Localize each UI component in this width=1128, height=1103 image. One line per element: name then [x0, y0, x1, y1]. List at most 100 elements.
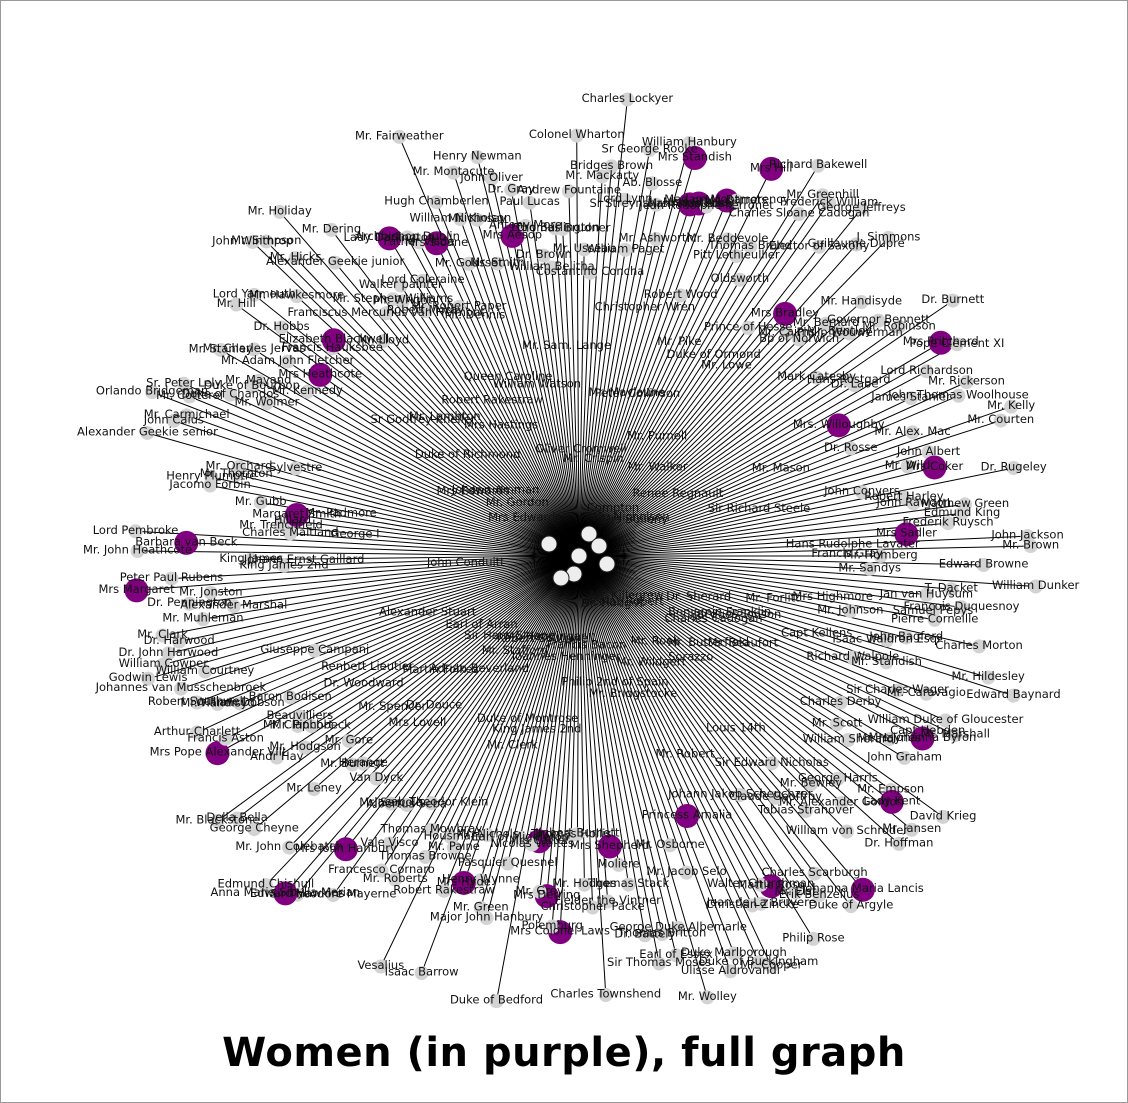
graph-edge [578, 213, 800, 557]
inner-node-label: Louis 14th [706, 720, 766, 734]
node-label: Father Visde [383, 234, 454, 248]
node-label: James Stanier [870, 390, 951, 404]
woman-node [928, 330, 953, 355]
man-node [283, 526, 298, 541]
node-label: Philip Rose [782, 930, 844, 944]
man-node [577, 242, 592, 257]
node-label: John Rawdon [875, 495, 950, 509]
graph-edge [578, 555, 956, 736]
man-node [166, 413, 181, 428]
graph-edge [578, 555, 853, 659]
node-label: Alexander Geekie senior [77, 424, 218, 438]
man-node [655, 927, 670, 942]
man-node [732, 272, 747, 287]
graph-edge [497, 263, 580, 557]
man-node [292, 709, 307, 724]
man-node [843, 441, 858, 456]
node-label: Ab. Blosse [623, 175, 683, 189]
graph-edge [578, 555, 776, 799]
graph-edge [578, 246, 820, 557]
man-node [904, 822, 919, 837]
node-label: Edmund Chishull [217, 877, 314, 891]
man-node [663, 838, 678, 853]
node-label: Franciscus Mercurius van Helmont [287, 305, 485, 319]
node-label: Sir Charles Wager [846, 682, 949, 696]
man-node [179, 408, 194, 423]
node-label: Mr. Osborne [636, 837, 705, 851]
node-label: Beauvilliers [266, 708, 333, 722]
man-node [253, 495, 268, 510]
woman-node [850, 877, 875, 902]
graph-edge [578, 555, 663, 935]
node-label: Mrs Standish [658, 149, 732, 163]
man-node [369, 771, 384, 786]
graph-edge [398, 136, 580, 557]
man-node [803, 777, 818, 792]
graph-edge [578, 370, 927, 557]
graph-edge [578, 522, 949, 557]
graph-edge [331, 229, 580, 557]
man-node [532, 884, 547, 899]
graph-edge [421, 555, 580, 974]
man-node [649, 232, 664, 247]
man-node [723, 964, 738, 979]
graph-edge [576, 135, 580, 557]
inner-node-label: Mr. Forlitt [745, 591, 800, 605]
graph-edge [251, 555, 580, 561]
woman-node [205, 741, 230, 766]
graph-edge [319, 374, 580, 557]
man-node [190, 725, 205, 740]
node-label: Lord Yarmouth [213, 286, 296, 300]
man-node [173, 681, 188, 696]
node-label: Mrs Hyde [437, 874, 491, 888]
graph-edge [168, 555, 580, 654]
node-label: Matthew Green [921, 496, 1009, 510]
graph-edge [578, 555, 980, 647]
inner-node-label: Peter Collinson [594, 386, 680, 400]
inner-node-label: Compton [587, 501, 639, 515]
man-node [232, 696, 247, 711]
man-node [288, 461, 303, 476]
man-node [399, 797, 414, 812]
graph-edge [450, 555, 580, 838]
graph-edge [332, 555, 580, 896]
node-label: John Caius [143, 412, 204, 426]
graph-edge [480, 555, 580, 909]
inner-node-label: Mr. Crispin [563, 451, 624, 465]
man-node [383, 796, 398, 811]
inner-node-label: Renee Regnault [632, 486, 723, 500]
node-label: Mr. Courten [967, 412, 1034, 426]
man-node [604, 159, 619, 174]
graph-edge [578, 255, 737, 557]
graph-edge [136, 555, 580, 591]
woman-node [675, 803, 700, 828]
man-node [741, 320, 756, 335]
node-label: Tobias Stranover [757, 803, 854, 817]
man-node [272, 204, 287, 219]
node-label: Mark Catesby [777, 369, 856, 383]
graph-edge [578, 249, 626, 557]
node-label: King James [219, 551, 283, 565]
man-node [536, 248, 551, 263]
woman-node [773, 301, 798, 326]
man-node [993, 413, 1008, 428]
inner-node-label: Mr. Maylaune [589, 385, 666, 399]
graph-edge [453, 555, 580, 848]
graph-edge [511, 235, 580, 557]
woman-node [879, 789, 904, 814]
node-label: John Graham [866, 749, 942, 763]
inner-node-label: Francis Gray [811, 546, 883, 560]
graph-edge [578, 555, 838, 725]
node-label: Mr. Cairns [758, 325, 815, 339]
graph-edge [189, 396, 580, 557]
node-label: Charles Scarburgh [762, 865, 868, 879]
man-node [890, 683, 905, 698]
graph-edge [578, 555, 848, 832]
man-node [545, 919, 560, 934]
node-label: King James 2nd [239, 557, 328, 571]
inner-node-label: Earl of Arran [446, 617, 518, 631]
hub-node [598, 555, 616, 573]
node-label: Mr. John Heathcote [83, 543, 192, 557]
graph-edge [578, 555, 772, 967]
graph-edge [388, 238, 580, 557]
